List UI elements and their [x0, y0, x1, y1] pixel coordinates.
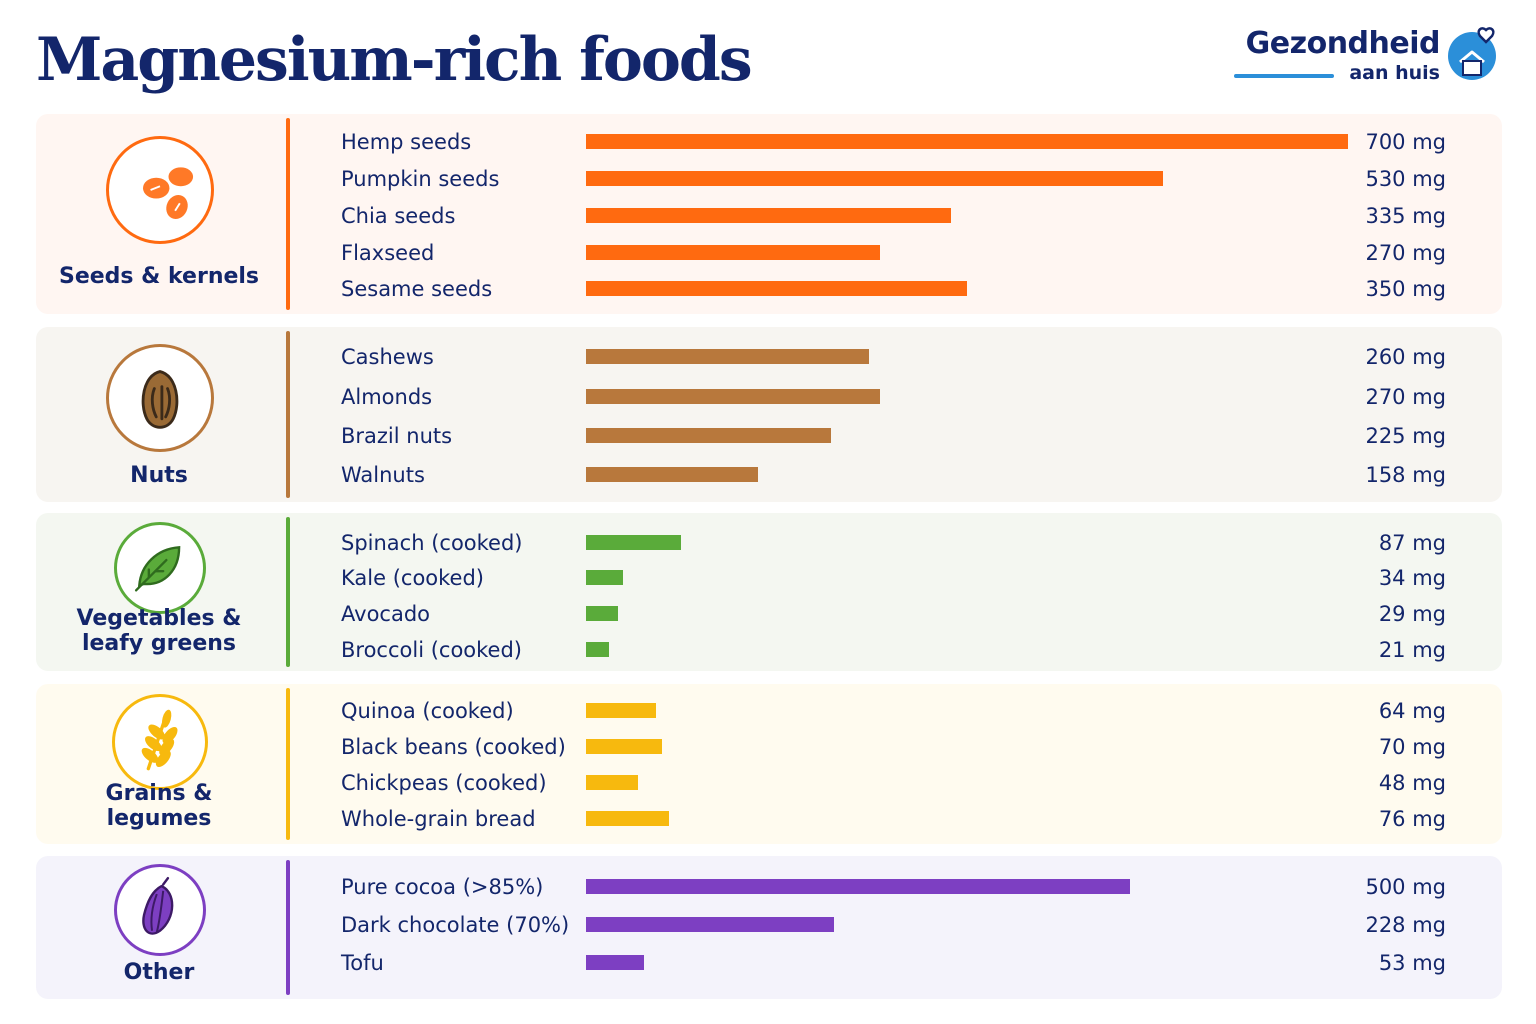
- food-label: Tofu: [341, 951, 384, 975]
- group-divider: [286, 118, 290, 310]
- value-label: 225 mg: [1365, 424, 1446, 448]
- bar: [586, 775, 638, 790]
- value-label: 76 mg: [1378, 807, 1446, 831]
- bar: [586, 879, 1130, 894]
- bar: [586, 606, 618, 621]
- value-label: 87 mg: [1378, 531, 1446, 555]
- food-label: Pumpkin seeds: [341, 167, 500, 191]
- food-label: Sesame seeds: [341, 277, 493, 301]
- food-label: Hemp seeds: [341, 130, 472, 154]
- group-label-line: Seeds & kernels: [58, 264, 260, 289]
- value-label: 29 mg: [1378, 602, 1446, 626]
- group-panel-grains-legumes: [36, 684, 1502, 844]
- value-label: 270 mg: [1365, 385, 1446, 409]
- group-divider: [286, 331, 290, 498]
- value-label: 64 mg: [1378, 699, 1446, 723]
- bar: [586, 955, 644, 970]
- page-title: Magnesium-rich foods: [36, 25, 753, 95]
- bar: [586, 349, 869, 364]
- group-label-line: legumes: [106, 806, 212, 831]
- bar: [586, 467, 758, 482]
- value-label: 70 mg: [1378, 735, 1446, 759]
- bar: [586, 245, 880, 260]
- food-label: Broccoli (cooked): [341, 638, 523, 662]
- value-label: 335 mg: [1365, 204, 1446, 228]
- food-label: Whole-grain bread: [341, 807, 536, 831]
- food-label: Quinoa (cooked): [341, 699, 514, 723]
- food-label: Avocado: [341, 602, 431, 626]
- group-label-line: Vegetables &: [76, 606, 242, 631]
- value-label: 500 mg: [1365, 875, 1446, 899]
- group-label-line: leafy greens: [81, 631, 237, 656]
- value-label: 21 mg: [1378, 638, 1446, 662]
- food-label: Spinach (cooked): [341, 531, 523, 555]
- cocoa-icon: [114, 864, 206, 956]
- bar: [586, 917, 834, 932]
- leaf-icon: [114, 522, 206, 614]
- value-label: 34 mg: [1378, 566, 1446, 590]
- bar: [586, 428, 831, 443]
- group-divider: [286, 517, 290, 667]
- logo-brand: Gezondheid: [1245, 26, 1441, 61]
- group-label-line: Grains &: [105, 781, 213, 806]
- food-label: Black beans (cooked): [341, 735, 566, 759]
- value-label: 48 mg: [1378, 771, 1446, 795]
- food-label: Pure cocoa (>85%): [341, 875, 544, 899]
- logo[interactable]: Gezondheid aan huis: [1232, 24, 1502, 88]
- food-label: Cashews: [341, 345, 434, 369]
- bar: [586, 642, 609, 657]
- bar: [586, 134, 1348, 149]
- value-label: 158 mg: [1365, 463, 1446, 487]
- group-divider: [286, 860, 290, 995]
- food-label: Chickpeas (cooked): [341, 771, 547, 795]
- group-label: Seeds & kernels: [34, 264, 284, 289]
- value-label: 700 mg: [1365, 130, 1446, 154]
- bar: [586, 535, 681, 550]
- food-label: Brazil nuts: [341, 424, 453, 448]
- group-label: Vegetables & leafy greens: [34, 606, 284, 656]
- bar: [586, 703, 656, 718]
- group-label: Grains & legumes: [34, 781, 284, 831]
- food-label: Walnuts: [341, 463, 425, 487]
- value-label: 350 mg: [1365, 277, 1446, 301]
- wheat-icon: [112, 694, 208, 790]
- value-label: 260 mg: [1365, 345, 1446, 369]
- group-label: Nuts: [34, 463, 284, 488]
- group-label: Other: [34, 960, 284, 985]
- seeds-icon: [106, 136, 214, 244]
- value-label: 53 mg: [1378, 951, 1446, 975]
- logo-underline: [1234, 74, 1334, 78]
- group-label-line: Nuts: [130, 463, 188, 488]
- group-label-line: Other: [123, 960, 195, 985]
- bar: [586, 171, 1163, 186]
- bar: [586, 570, 623, 585]
- nut-icon: [106, 344, 214, 452]
- food-label: Flaxseed: [341, 241, 435, 265]
- group-panel-vegetables-leafy-greens: [36, 513, 1502, 671]
- house-heart-icon: [1448, 27, 1496, 80]
- bar: [586, 389, 880, 404]
- food-label: Kale (cooked): [341, 566, 484, 590]
- value-label: 228 mg: [1365, 913, 1446, 937]
- bar: [586, 811, 669, 826]
- group-divider: [286, 688, 290, 840]
- food-label: Dark chocolate (70%): [341, 913, 570, 937]
- bar: [586, 739, 662, 754]
- food-label: Almonds: [341, 385, 433, 409]
- logo-subtitle: aan huis: [1349, 62, 1440, 84]
- value-label: 270 mg: [1365, 241, 1446, 265]
- bar: [586, 281, 967, 296]
- bar: [586, 208, 951, 223]
- food-label: Chia seeds: [341, 204, 456, 228]
- value-label: 530 mg: [1365, 167, 1446, 191]
